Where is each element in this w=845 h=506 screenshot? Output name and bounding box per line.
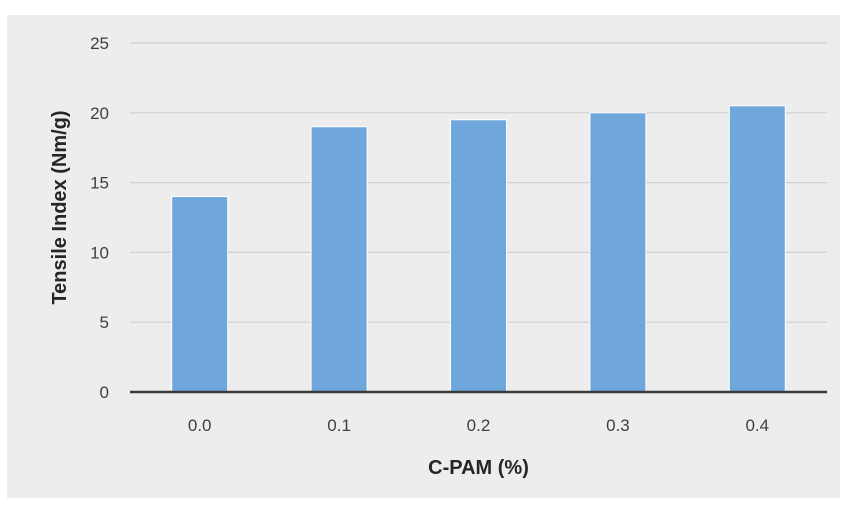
y-tick-label: 25 <box>90 34 109 53</box>
y-tick-label: 5 <box>100 313 109 332</box>
x-tick-label: 0.0 <box>188 416 212 435</box>
bar <box>172 197 228 392</box>
y-tick-label: 0 <box>100 383 109 402</box>
bar <box>311 127 367 392</box>
x-tick-label: 0.2 <box>467 416 491 435</box>
x-tick-label: 0.3 <box>606 416 630 435</box>
x-axis-title: C-PAM (%) <box>428 457 529 479</box>
bar <box>729 106 785 392</box>
y-axis-title: Tensile Index (Nm/g) <box>49 110 71 304</box>
x-tick-label: 0.4 <box>745 416 769 435</box>
y-tick-label: 15 <box>90 174 109 193</box>
x-tick-label: 0.1 <box>327 416 351 435</box>
y-tick-label: 10 <box>90 243 109 262</box>
chart-area-background <box>7 15 840 498</box>
y-tick-label: 20 <box>90 104 109 123</box>
bar <box>451 120 507 392</box>
bar <box>590 113 646 392</box>
